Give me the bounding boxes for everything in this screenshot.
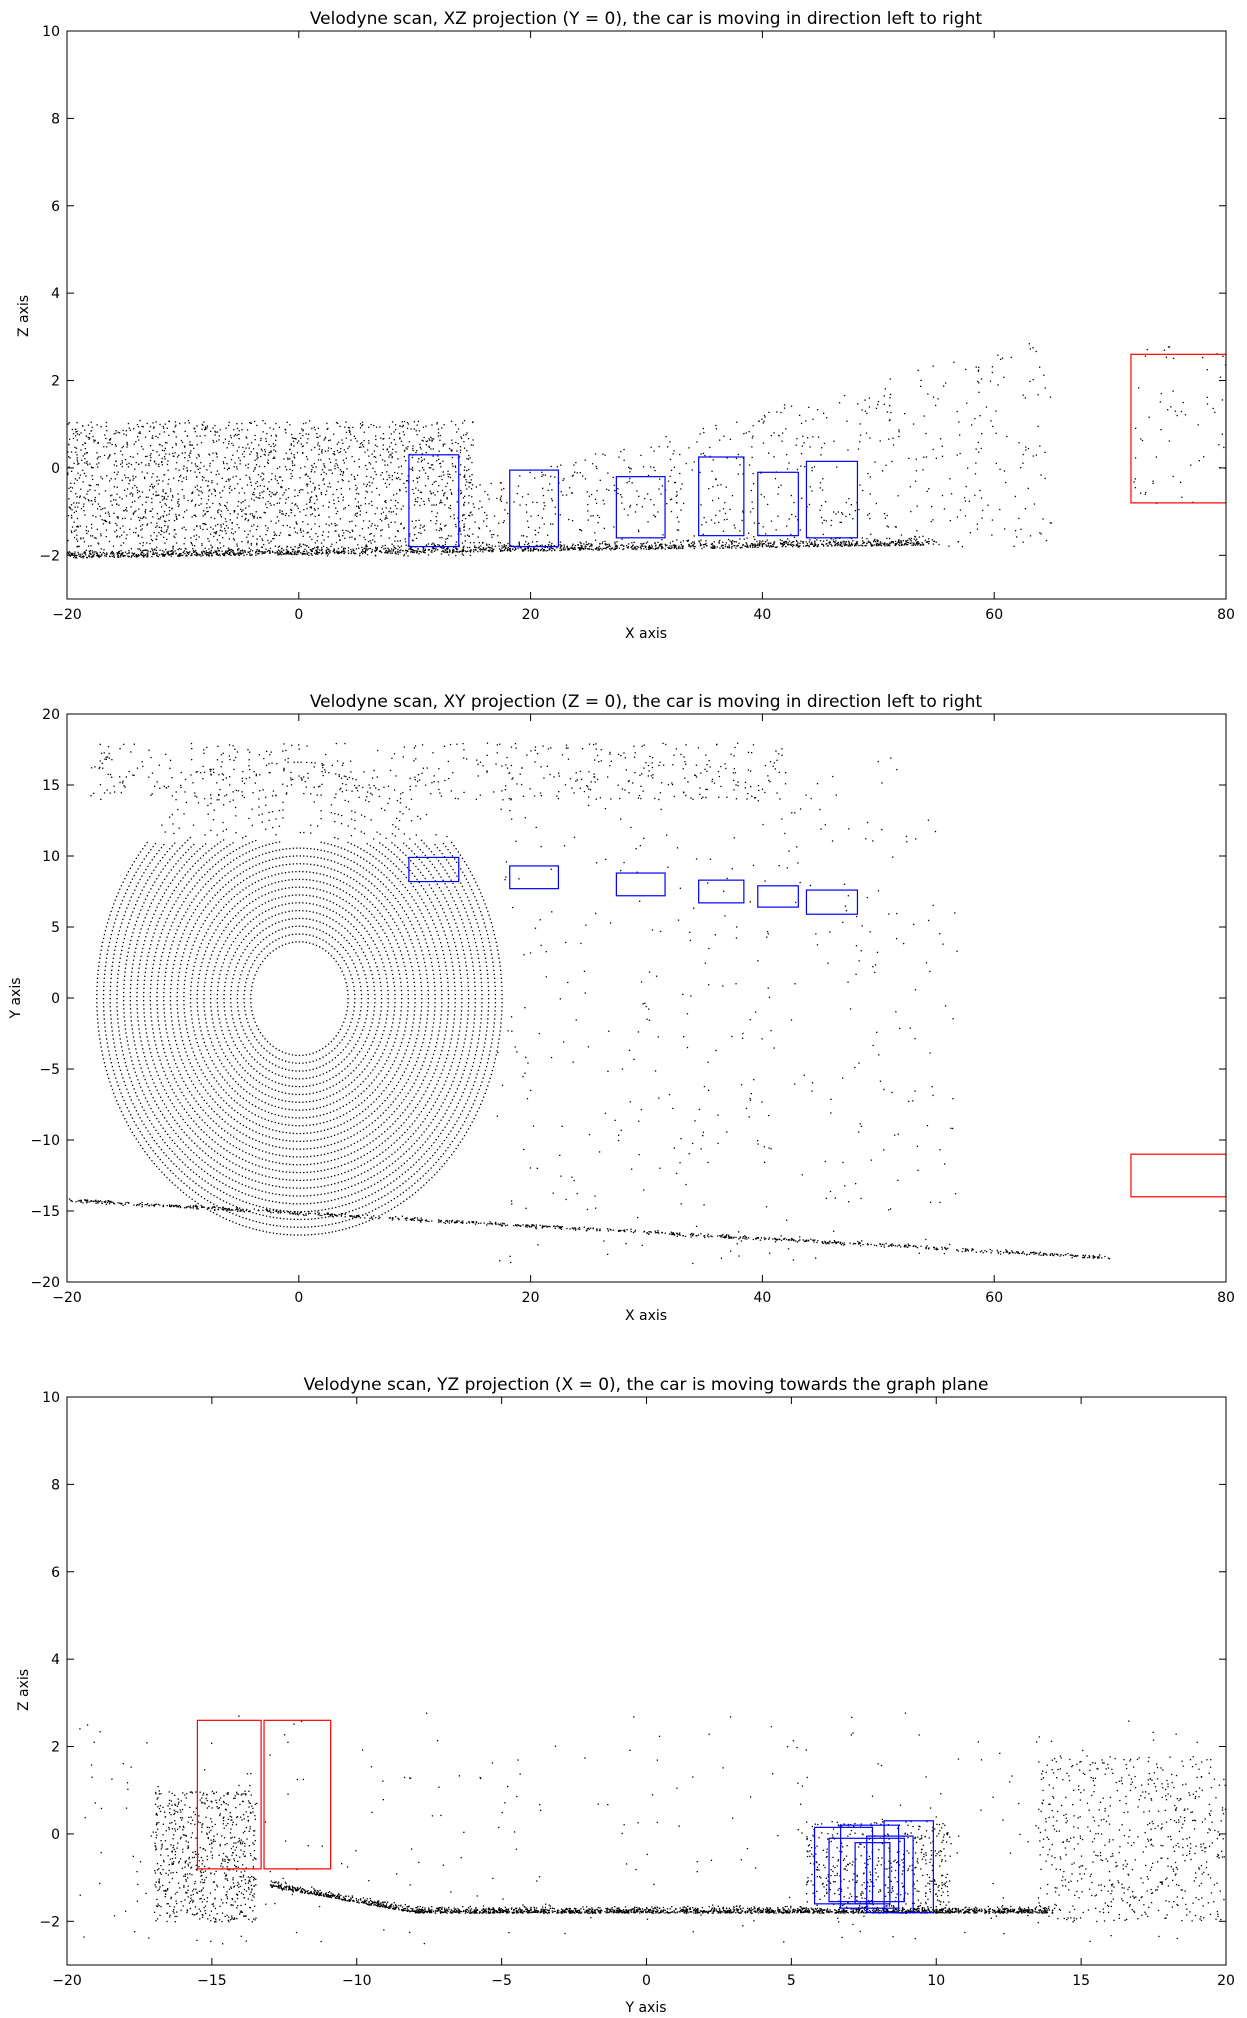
bounding-box-yz-3 <box>840 1824 900 1909</box>
bounding-box-xz-5 <box>805 460 859 539</box>
point-cloud-yz <box>79 1712 1226 1945</box>
y-tick-label-xz: 4 <box>51 286 60 302</box>
x-tick-label-xz: 0 <box>294 607 303 623</box>
axes-frame-xz <box>66 30 1227 600</box>
point-cloud-xz <box>67 343 1226 559</box>
bounding-box-xz-2 <box>615 476 666 539</box>
bounding-box-xz-4 <box>757 471 799 537</box>
x-tick-label-yz: −5 <box>491 1973 512 1989</box>
x-axis-label-xz: X axis <box>625 626 667 642</box>
y-tick-label-xy: 0 <box>51 991 60 1007</box>
y-tick-label-yz: 2 <box>51 1740 60 1756</box>
y-tick-label-yz: −2 <box>39 1914 60 1930</box>
bounding-box-yz-0 <box>196 1719 262 1870</box>
bounding-box-yz-6 <box>883 1820 934 1914</box>
y-tick-label-xy: 10 <box>42 849 60 865</box>
bounding-box-xz-3 <box>698 456 745 537</box>
y-tick-label-xy: 5 <box>51 920 60 936</box>
xy-projection-plot: Velodyne scan, XY projection (Z = 0), th… <box>8 692 1235 1324</box>
y-tick-label-xz: 8 <box>51 111 60 127</box>
bounding-box-yz-7 <box>854 1842 891 1905</box>
y-axis-label-xy: Y axis <box>8 977 24 1019</box>
x-tick-label-yz: −10 <box>342 1973 372 1989</box>
y-tick-label-xy: 20 <box>42 707 60 723</box>
bounding-box-xz-6 <box>1130 353 1226 504</box>
y-tick-label-xy: −15 <box>30 1204 60 1220</box>
x-tick-label-xy: 60 <box>985 1290 1003 1306</box>
point-cloud-xy <box>68 742 1111 1265</box>
x-tick-label-yz: 20 <box>1217 1973 1235 1989</box>
plot-title-yz: Velodyne scan, YZ projection (X = 0), th… <box>304 1375 989 1395</box>
y-tick-label-xy: −20 <box>30 1275 60 1291</box>
x-tick-label-xy: 0 <box>294 1290 303 1306</box>
plot-title-xz: Velodyne scan, XZ projection (Y = 0), th… <box>310 9 983 29</box>
x-tick-label-xz: 60 <box>985 607 1003 623</box>
bounding-box-xz-1 <box>509 469 560 548</box>
x-tick-label-xz: 40 <box>753 607 771 623</box>
y-tick-label-yz: 0 <box>51 1827 60 1843</box>
x-axis-label-xy: X axis <box>625 1308 667 1324</box>
bounding-box-xy-5 <box>805 889 859 915</box>
x-tick-label-xy: 40 <box>753 1290 771 1306</box>
bounding-box-xy-1 <box>509 865 560 890</box>
y-tick-label-xy: 15 <box>42 778 60 794</box>
xz-projection-plot: Velodyne scan, XZ projection (Y = 0), th… <box>16 9 1235 642</box>
y-axis-label-xz: Z axis <box>16 295 32 337</box>
y-tick-label-xz: 2 <box>51 374 60 390</box>
y-tick-label-yz: 10 <box>42 1390 60 1406</box>
bounding-box-yz-1 <box>263 1719 332 1870</box>
y-tick-label-xy: −5 <box>39 1062 60 1078</box>
x-tick-label-yz: 5 <box>787 1973 796 1989</box>
bounding-box-xy-0 <box>408 856 460 883</box>
y-tick-label-yz: 4 <box>51 1652 60 1668</box>
x-tick-label-xy: −20 <box>52 1290 82 1306</box>
x-tick-label-yz: −15 <box>197 1973 227 1989</box>
x-tick-label-yz: −20 <box>52 1973 82 1989</box>
x-tick-label-yz: 10 <box>927 1973 945 1989</box>
bounding-box-xy-4 <box>757 885 799 908</box>
x-axis-label-yz: Y axis <box>624 2000 666 2016</box>
x-tick-label-xy: 20 <box>522 1290 540 1306</box>
y-tick-label-xz: 0 <box>51 461 60 477</box>
yz-projection-plot: Velodyne scan, YZ projection (X = 0), th… <box>16 1375 1235 2016</box>
y-axis-label-yz: Z axis <box>16 1669 32 1711</box>
x-tick-label-yz: 0 <box>642 1973 651 1989</box>
x-tick-label-xz: 20 <box>522 607 540 623</box>
bounding-box-xz-0 <box>408 454 460 548</box>
bounding-box-xy-6 <box>1130 1153 1226 1198</box>
y-tick-label-xz: −2 <box>39 548 60 564</box>
axes-frame-yz <box>66 1396 1227 1966</box>
y-tick-label-xy: −10 <box>30 1133 60 1149</box>
y-tick-label-xz: 10 <box>42 24 60 40</box>
plot-title-xy: Velodyne scan, XY projection (Z = 0), th… <box>310 692 983 712</box>
x-tick-label-yz: 15 <box>1072 1973 1090 1989</box>
y-tick-label-xz: 6 <box>51 199 60 215</box>
bounding-box-xy-3 <box>698 879 745 904</box>
y-tick-label-yz: 8 <box>51 1477 60 1493</box>
y-tick-label-yz: 6 <box>51 1565 60 1581</box>
bounding-box-yz-2 <box>813 1826 874 1905</box>
bounding-box-xy-2 <box>615 872 666 897</box>
x-tick-label-xy: 80 <box>1217 1290 1235 1306</box>
axes-frame-xy <box>66 713 1227 1283</box>
x-tick-label-xz: −20 <box>52 607 82 623</box>
x-tick-label-xz: 80 <box>1217 607 1235 623</box>
